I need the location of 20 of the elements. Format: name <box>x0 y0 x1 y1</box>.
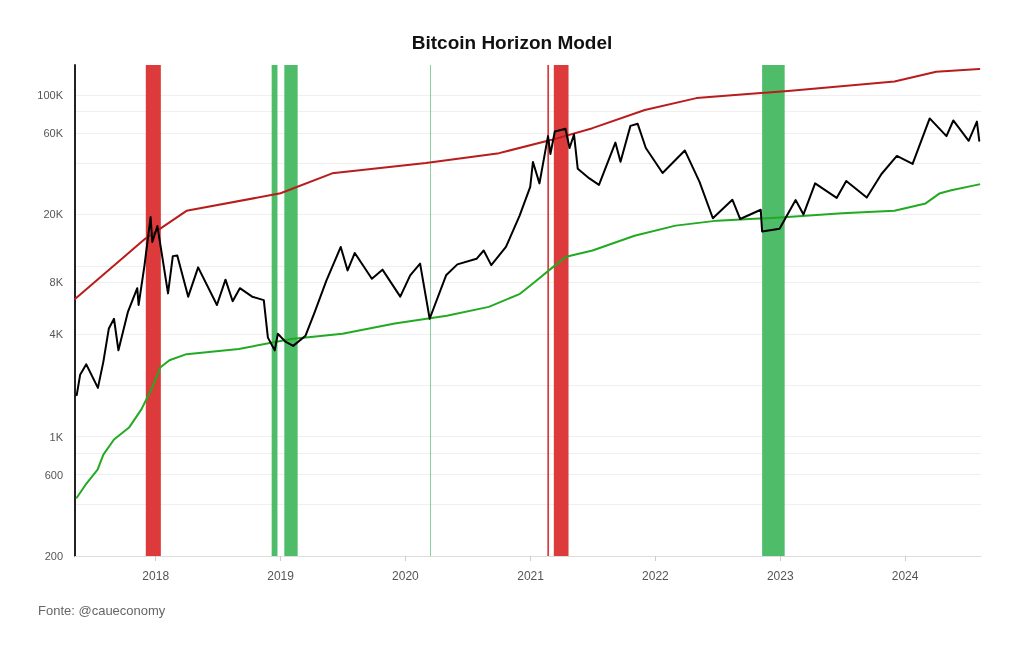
x-tick-label: 2021 <box>517 569 545 583</box>
y-tick-label: 600 <box>44 468 63 481</box>
y-tick-label: 100K <box>37 89 64 102</box>
source-note: Fonte: @caueconomy <box>38 603 166 618</box>
line-series <box>75 117 981 397</box>
line-series <box>74 68 981 300</box>
y-tick-label: 8K <box>49 276 64 289</box>
y-tick-label: 20K <box>43 208 64 221</box>
y-tick-label: 200 <box>44 550 63 562</box>
line-series <box>75 183 981 499</box>
y-tick-label: 4K <box>49 327 64 340</box>
x-tick-label: 2022 <box>642 569 670 583</box>
x-tick-label: 2018 <box>142 569 170 583</box>
y-tick-label: 60K <box>43 126 64 139</box>
x-tick-label: 2019 <box>267 569 295 583</box>
y-tick-label: 1K <box>49 430 64 443</box>
x-tick-label: 2024 <box>891 569 919 583</box>
x-tick-label: 2020 <box>392 569 420 583</box>
x-tick-label: 2023 <box>766 569 794 583</box>
chart-title: Bitcoin Horizon Model <box>411 32 613 53</box>
